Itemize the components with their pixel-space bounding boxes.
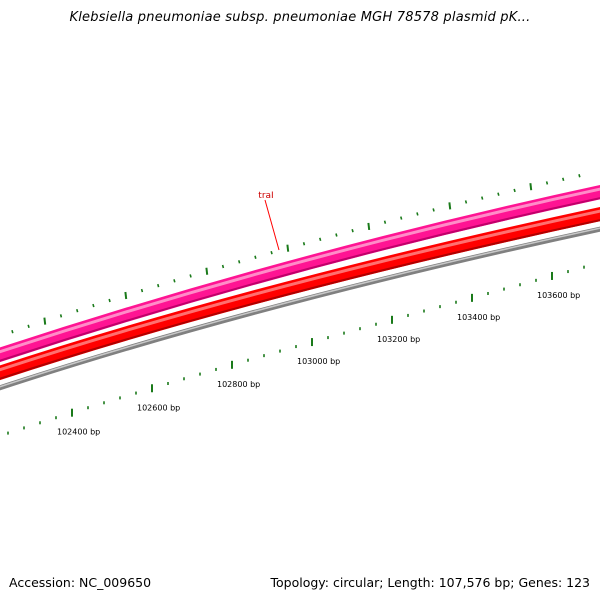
bp-scale-labels: 102400 bp 102600 bp 102800 bp 103000 bp 1032… — [57, 291, 580, 437]
minor-tick-outer — [76, 308, 79, 313]
minor-tick-outer — [157, 283, 160, 288]
minor-tick-outer — [27, 324, 30, 329]
minor-tick-outer — [189, 274, 192, 278]
minor-tick-outer — [481, 196, 484, 200]
gene-label-text: traI — [258, 191, 273, 201]
minor-tick-outer — [108, 298, 111, 303]
minor-tick-outer — [432, 208, 435, 212]
minor-tick-outer — [562, 177, 565, 182]
major-tick-outer — [43, 317, 47, 325]
major-tick-outer — [529, 183, 533, 191]
minor-tick-outer — [173, 279, 176, 283]
reverse-strand-track-highlight — [0, 209, 600, 372]
accession-text: Accession: NC_009650 — [9, 575, 152, 590]
forward-strand-track — [0, 185, 600, 363]
minor-tick-outer — [351, 228, 354, 233]
genome-summary-text: Topology: circular; Length: 107,576 bp; … — [270, 575, 591, 590]
bp-tick-label: 102800 bp — [217, 380, 260, 389]
bp-tick-label: 103400 bp — [457, 313, 500, 322]
bp-tick-label: 103600 bp — [537, 291, 580, 300]
minor-tick-outer — [92, 303, 95, 308]
minor-tick-outer — [400, 216, 403, 220]
minor-tick-outer — [221, 264, 225, 269]
feature-tracks — [0, 185, 600, 391]
minor-tick-outer — [270, 250, 273, 255]
gene-label-trai[interactable]: traI — [258, 191, 280, 251]
minor-tick-outer — [302, 242, 306, 246]
bp-tick-label: 103200 bp — [377, 335, 420, 344]
forward-strand-track-edge — [0, 197, 600, 362]
bp-tick-label: 102600 bp — [137, 403, 180, 412]
minor-tick-outer — [254, 255, 257, 259]
reverse-strand-track-edge — [0, 219, 600, 380]
reverse-strand-track — [0, 206, 600, 381]
minor-tick-outer — [464, 200, 468, 204]
minor-tick-outer — [140, 288, 144, 293]
backbone-track-highlight — [0, 227, 600, 388]
major-tick-outer — [205, 267, 209, 275]
minor-tick-outer — [416, 212, 419, 216]
minor-tick-outer — [319, 237, 322, 242]
major-tick-outer — [286, 244, 290, 252]
backbone-track — [0, 226, 600, 391]
minor-tick-outer — [513, 188, 516, 193]
minor-tick-outer — [383, 220, 387, 224]
minor-tick-outer — [11, 329, 14, 334]
minor-tick-outer — [578, 174, 581, 178]
minor-tick-outer — [59, 314, 63, 318]
gc-skew-ticks-inner — [7, 265, 585, 435]
forward-strand-track-highlight — [0, 187, 600, 354]
minor-tick-outer — [335, 233, 338, 237]
bp-tick-label: 103000 bp — [297, 357, 340, 366]
gene-label-leader-line — [264, 199, 280, 251]
minor-tick-outer — [497, 192, 500, 196]
major-tick-outer — [124, 291, 128, 300]
minor-tick-outer — [545, 181, 549, 185]
major-tick-outer — [367, 222, 371, 231]
minor-tick-outer — [238, 260, 241, 264]
gc-skew-ticks-outer — [11, 174, 581, 334]
major-tick-outer — [448, 202, 452, 210]
bp-tick-label: 102400 bp — [57, 428, 100, 437]
map-title: Klebsiella pneumoniae subsp. pneumoniae … — [69, 10, 531, 25]
